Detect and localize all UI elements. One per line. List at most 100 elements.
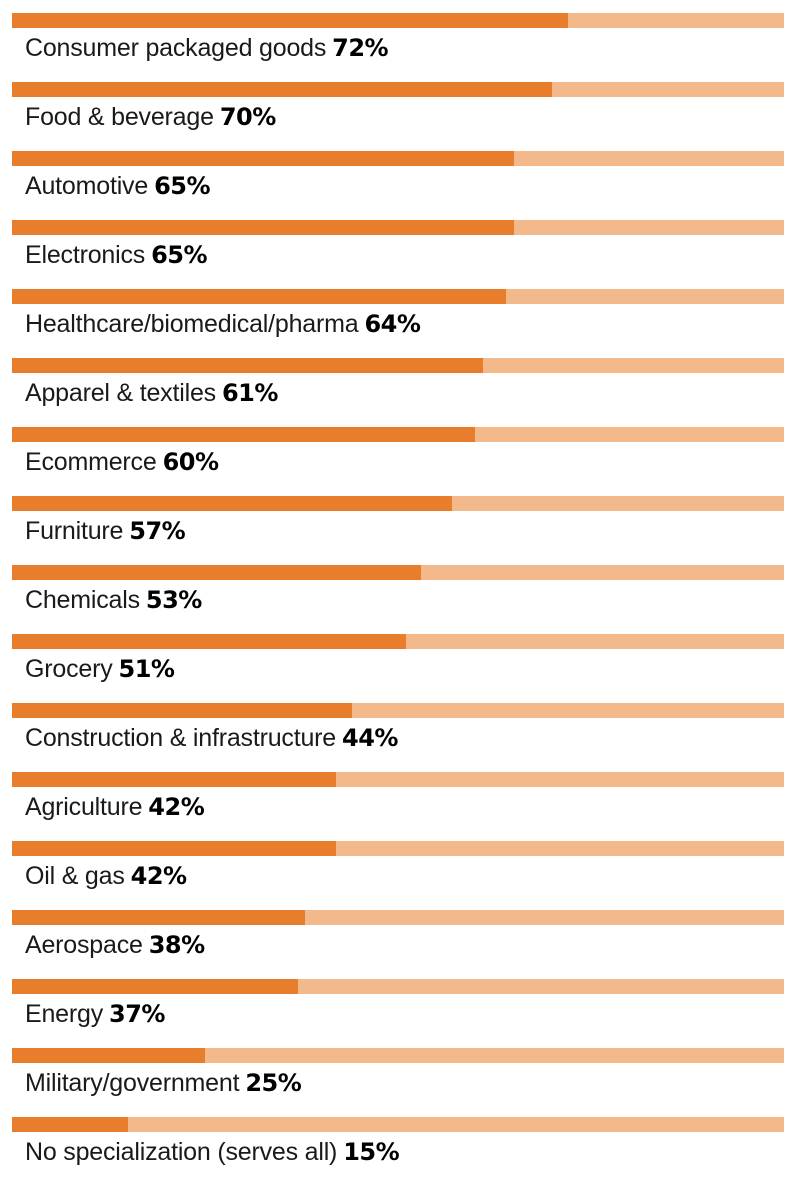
category-label: No specialization (serves all) <box>25 1138 338 1166</box>
bar-label: Furniture 57% <box>25 514 186 548</box>
bar <box>12 358 483 373</box>
bar-track <box>12 841 784 856</box>
bar-track <box>12 772 784 787</box>
category-label: Energy <box>25 1000 104 1028</box>
bar-row: Automotive 65% <box>12 151 784 220</box>
bar-label: Chemicals 53% <box>25 583 202 617</box>
value-label: 37% <box>109 1000 165 1028</box>
bar-label: No specialization (serves all) 15% <box>25 1135 400 1169</box>
category-label: Agriculture <box>25 793 143 821</box>
category-label: Aerospace <box>25 931 143 959</box>
bar-label: Electronics 65% <box>25 238 208 272</box>
value-label: 64% <box>364 310 421 338</box>
bar-row: Energy 37% <box>12 979 784 1048</box>
bar-label: Automotive 65% <box>25 169 211 203</box>
bar-label: Oil & gas 42% <box>25 859 187 893</box>
category-label: Furniture <box>25 517 124 545</box>
bar-track <box>12 496 784 511</box>
bar-track <box>12 1117 784 1132</box>
bar <box>12 1048 205 1063</box>
bar-track <box>12 82 784 97</box>
bar-track <box>12 979 784 994</box>
bar-track <box>12 289 784 304</box>
bar-row: Healthcare/biomedical/pharma 64% <box>12 289 784 358</box>
bar-row: Apparel & textiles 61% <box>12 358 784 427</box>
bar-row: Agriculture 42% <box>12 772 784 841</box>
value-label: 60% <box>162 448 219 476</box>
bar <box>12 772 336 787</box>
value-label: 65% <box>154 172 211 200</box>
bar-row: No specialization (serves all) 15% <box>12 1117 784 1186</box>
bar-track <box>12 220 784 235</box>
bar <box>12 910 305 925</box>
bar-row: Chemicals 53% <box>12 565 784 634</box>
bar-label: Apparel & textiles 61% <box>25 376 278 410</box>
value-label: 42% <box>130 862 187 890</box>
value-label: 57% <box>129 517 186 545</box>
bar-track <box>12 358 784 373</box>
bar <box>12 841 336 856</box>
value-label: 53% <box>145 586 202 614</box>
category-label: Automotive <box>25 172 149 200</box>
bar-row: Military/government 25% <box>12 1048 784 1117</box>
bar-label: Grocery 51% <box>25 652 175 686</box>
bar <box>12 82 552 97</box>
bar-label: Aerospace 38% <box>25 928 205 962</box>
bar-track <box>12 427 784 442</box>
value-label: 65% <box>151 241 208 269</box>
category-label: Ecommerce <box>25 448 157 476</box>
bar-label: Agriculture 42% <box>25 790 205 824</box>
value-label: 38% <box>148 931 205 959</box>
bar-label: Energy 37% <box>25 997 165 1031</box>
bar-row: Construction & infrastructure 44% <box>12 703 784 772</box>
value-label: 70% <box>219 103 276 131</box>
bar-row: Consumer packaged goods 72% <box>12 13 784 82</box>
bar-label: Ecommerce 60% <box>25 445 219 479</box>
bar-label: Food & beverage 70% <box>25 100 276 134</box>
bar-track <box>12 1048 784 1063</box>
bar <box>12 565 421 580</box>
bar <box>12 427 475 442</box>
category-label: Oil & gas <box>25 862 125 890</box>
bar-row: Oil & gas 42% <box>12 841 784 910</box>
bar <box>12 634 406 649</box>
bar-row: Furniture 57% <box>12 496 784 565</box>
bar-row: Aerospace 38% <box>12 910 784 979</box>
value-label: 51% <box>118 655 175 683</box>
bar <box>12 703 352 718</box>
bar-row: Ecommerce 60% <box>12 427 784 496</box>
bar <box>12 1117 128 1132</box>
bar-track <box>12 151 784 166</box>
bar-label: Military/government 25% <box>25 1066 302 1100</box>
bar <box>12 151 514 166</box>
bar <box>12 13 568 28</box>
bar <box>12 220 514 235</box>
bar <box>12 289 506 304</box>
bar-track <box>12 910 784 925</box>
category-label: Military/government <box>25 1069 240 1097</box>
bar-label: Healthcare/biomedical/pharma 64% <box>25 307 421 341</box>
category-label: Chemicals <box>25 586 140 614</box>
bar-track <box>12 13 784 28</box>
bar-row: Electronics 65% <box>12 220 784 289</box>
bar-row: Grocery 51% <box>12 634 784 703</box>
value-label: 61% <box>221 379 278 407</box>
bar-track <box>12 703 784 718</box>
category-label: Healthcare/biomedical/pharma <box>25 310 359 338</box>
bar-label: Construction & infrastructure 44% <box>25 721 398 755</box>
category-label: Food & beverage <box>25 103 214 131</box>
category-label: Consumer packaged goods <box>25 34 327 62</box>
value-label: 44% <box>342 724 398 752</box>
bar-label: Consumer packaged goods 72% <box>25 31 389 65</box>
value-label: 42% <box>148 793 205 821</box>
value-label: 72% <box>332 34 389 62</box>
bar-track <box>12 634 784 649</box>
bar <box>12 979 298 994</box>
category-label: Electronics <box>25 241 146 269</box>
category-label: Grocery <box>25 655 113 683</box>
category-label: Apparel & textiles <box>25 379 216 407</box>
value-label: 15% <box>343 1138 400 1166</box>
bar-track <box>12 565 784 580</box>
bar <box>12 496 452 511</box>
